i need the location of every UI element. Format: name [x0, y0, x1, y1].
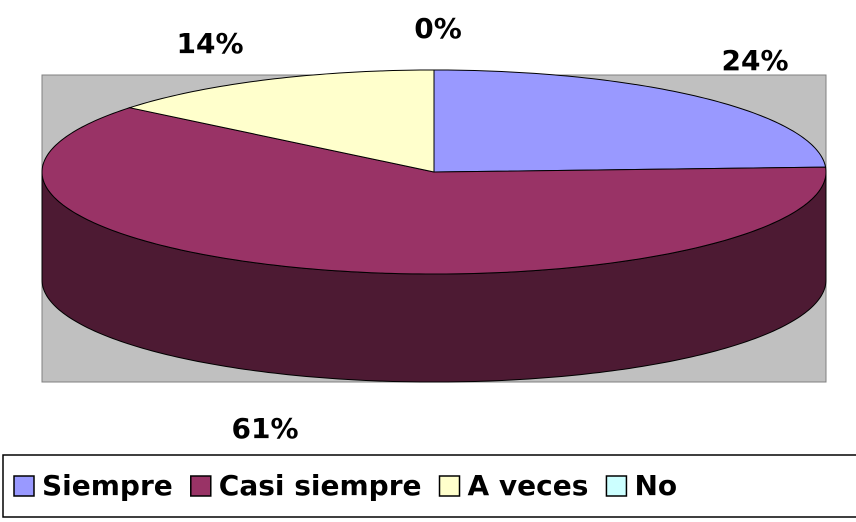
legend-swatch [13, 475, 35, 497]
legend-label: A veces [468, 469, 589, 502]
pie-slice [41, 107, 827, 275]
legend-label: Casi siempre [219, 469, 422, 502]
pie-slice [433, 69, 827, 173]
data-label: 24% [721, 44, 788, 77]
pie-slice [127, 69, 435, 173]
legend-label: Siempre [42, 469, 173, 502]
legend-swatch [438, 475, 461, 497]
legend-swatch [190, 475, 212, 497]
legend-swatch [605, 475, 628, 497]
data-label: 14% [176, 27, 243, 60]
data-label: 0% [414, 12, 462, 45]
data-label: 61% [231, 412, 298, 445]
legend-label: No [634, 469, 677, 502]
legend [2, 454, 856, 518]
